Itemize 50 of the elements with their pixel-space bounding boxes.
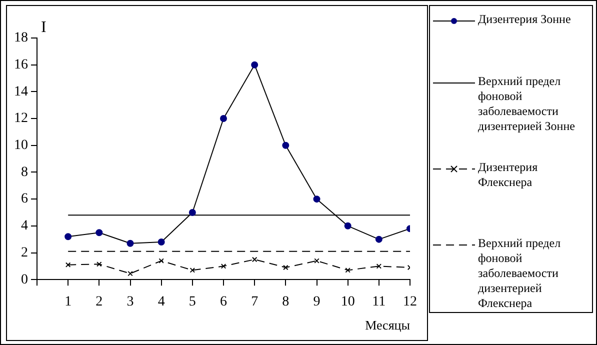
y-tick-label: 10	[14, 138, 28, 154]
point	[344, 222, 352, 230]
point	[282, 142, 290, 149]
y-tick-label: 14	[14, 84, 28, 100]
y-tick-label: 8	[21, 164, 28, 180]
x-tick-label: 11	[372, 294, 386, 310]
x-tick-label: 8	[282, 294, 290, 310]
x-tick-label: 4	[158, 294, 165, 310]
point	[220, 115, 227, 122]
point	[314, 258, 320, 264]
point	[126, 240, 134, 247]
legend-label: Дизентерия Зонне	[478, 12, 572, 27]
point	[190, 268, 196, 273]
x-tick-label: 5	[188, 294, 196, 310]
point	[64, 233, 72, 240]
x-tick-label: 10	[340, 294, 355, 310]
point	[65, 262, 71, 268]
point	[283, 264, 288, 270]
legend-label: Верхний предел фоновой заболеваемости дизентерией Зонне	[478, 74, 576, 134]
x-tick-label: 2	[96, 294, 103, 310]
legend-label: Дизентерия Флекснера	[478, 160, 539, 190]
point	[158, 258, 164, 264]
point	[313, 196, 320, 203]
y-tick-label: 18	[14, 30, 28, 46]
point	[251, 61, 258, 68]
point	[345, 268, 350, 273]
point	[96, 262, 102, 267]
x-tick-label: 6	[220, 294, 227, 310]
point	[376, 264, 382, 269]
point	[188, 208, 196, 216]
point	[375, 236, 382, 243]
x-tick-label: 7	[251, 294, 258, 310]
y-axis-title: I	[41, 19, 46, 36]
y-tick-label: 6	[21, 192, 28, 207]
point	[128, 270, 133, 276]
y-tick-label: 12	[14, 111, 28, 126]
y-tick-label: 2	[21, 245, 28, 260]
point	[96, 229, 103, 236]
x-tick-label: 3	[126, 294, 134, 310]
legend-label: Верхний предел фоновой заболеваемости дизентерией Флекснера	[478, 236, 562, 311]
x-tick-label: 12	[403, 294, 417, 310]
point	[158, 238, 165, 246]
point	[220, 264, 226, 269]
x-tick-label: 1	[64, 294, 72, 310]
y-tick-label: 4	[21, 218, 28, 234]
y-tick-label: 0	[21, 272, 28, 288]
x-tick-label: 9	[313, 294, 320, 310]
y-tick-label: 16	[14, 58, 28, 73]
point	[252, 256, 258, 262]
x-axis-title: Месяцы	[365, 318, 410, 333]
